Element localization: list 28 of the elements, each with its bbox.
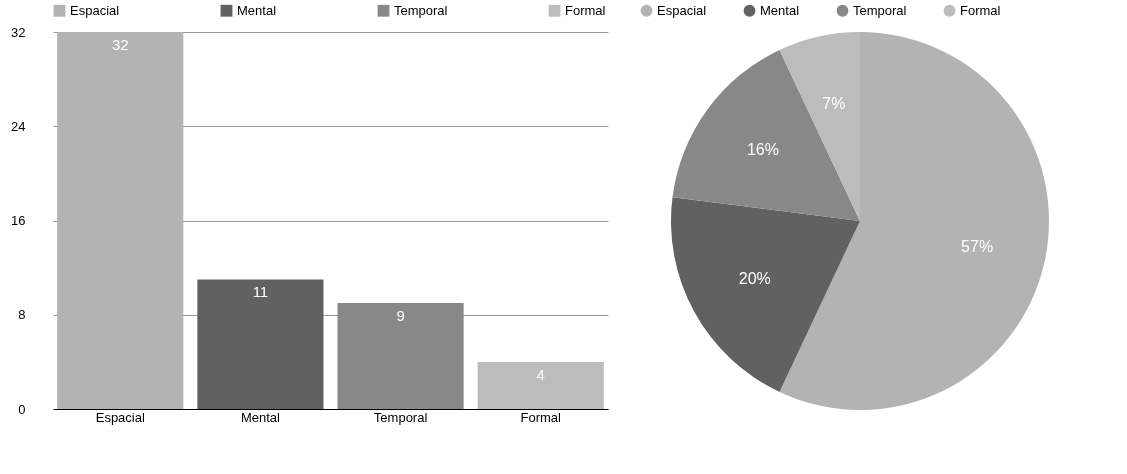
legend-label: Espacial (70, 2, 120, 18)
legend-label: Temporal (853, 2, 907, 18)
pie-slice (779, 32, 1049, 410)
x-tick-label: Formal (520, 409, 562, 425)
y-tick-label: 24 (11, 118, 26, 134)
data-label: 20% (738, 269, 771, 287)
data-label: 11 (252, 283, 269, 301)
data-label: 32 (111, 36, 129, 53)
data-label: 7% (822, 94, 846, 112)
legend-label: Formal (960, 2, 1001, 18)
legend-label: Mental (760, 2, 800, 18)
data-label: 16% (746, 141, 779, 159)
data-label: 4 (536, 365, 545, 383)
y-tick-label: 8 (18, 307, 26, 323)
legend-label: Formal (565, 2, 606, 18)
legend-label: Temporal (394, 2, 448, 18)
legend-label: Mental (237, 2, 277, 18)
x-tick-label: Espacial (95, 409, 145, 425)
x-tick-label: Mental (240, 409, 281, 425)
y-tick-label: 16 (11, 213, 26, 228)
y-tick-label: 0 (18, 401, 26, 417)
x-tick-label: Temporal (373, 409, 428, 425)
pie-slice (671, 197, 860, 393)
pie-slice (672, 49, 860, 221)
legend-label: Espacial (657, 2, 707, 18)
y-tick-label: 32 (11, 24, 26, 40)
data-label: 9 (396, 306, 405, 324)
data-label: 57% (961, 238, 994, 256)
